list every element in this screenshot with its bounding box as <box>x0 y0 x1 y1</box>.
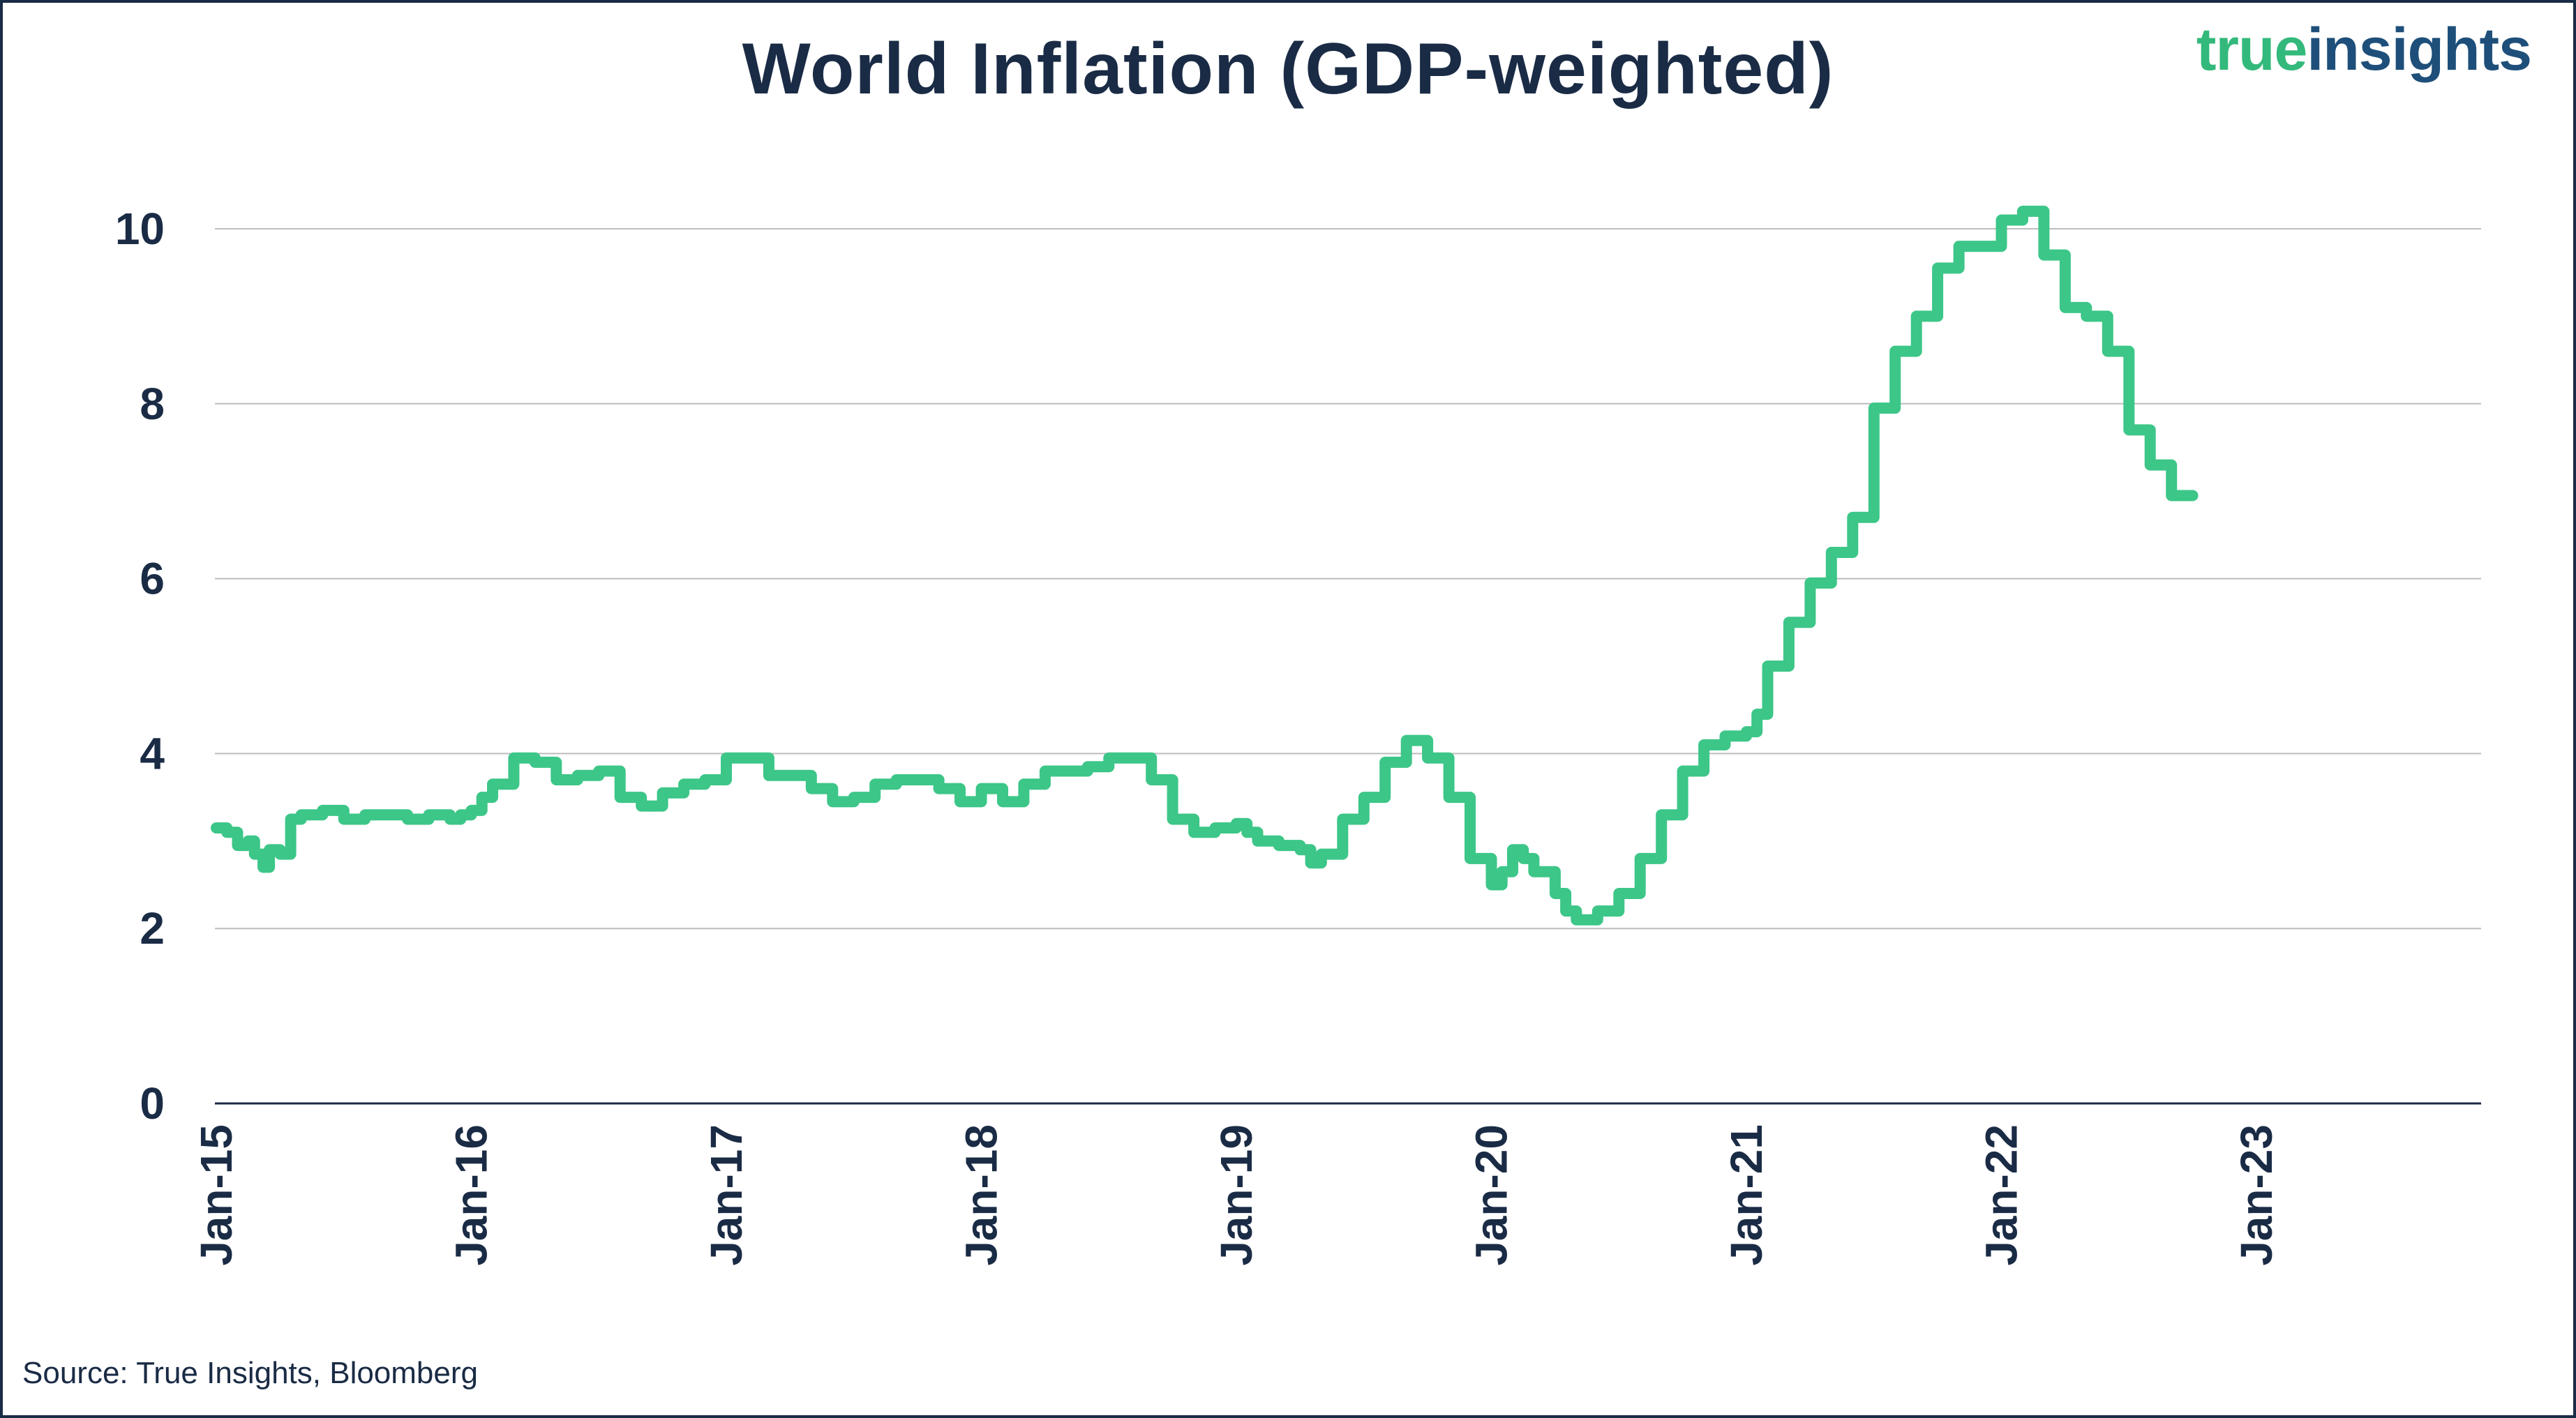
y-tick-label: 0 <box>140 1078 165 1129</box>
x-tick-label: Jan-18 <box>957 1124 1007 1266</box>
y-tick-label: 2 <box>140 903 165 953</box>
x-tick-label: Jan-16 <box>447 1124 497 1266</box>
series-line-1 <box>211 205 2199 926</box>
y-tick-label: 8 <box>140 379 165 429</box>
x-tick-label: Jan-22 <box>1977 1124 2027 1266</box>
x-axis-tick-labels: Jan-15 Jan-16 Jan-17 Jan-18 Jan-19 Jan-20 Jan-… <box>191 1124 2282 1266</box>
x-tick-label: Jan-19 <box>1211 1124 1261 1266</box>
y-tick-label: 6 <box>140 554 165 604</box>
logo-word-true: true <box>2196 16 2307 83</box>
series-layer <box>211 205 2199 926</box>
x-tick-label: Jan-15 <box>191 1124 241 1266</box>
x-tick-label: Jan-23 <box>2231 1124 2282 1266</box>
chart-title: World Inflation (GDP-weighted) <box>742 29 1834 110</box>
logo-word-insights: insights <box>2307 16 2532 83</box>
brand-logo[interactable]: trueinsights <box>2196 15 2532 84</box>
y-tick-label: 4 <box>140 728 165 778</box>
y-tick-label: 10 <box>115 204 165 254</box>
gridlines <box>215 228 2481 930</box>
source-note: Source: True Insights, Bloomberg <box>22 1356 478 1390</box>
y-axis-tick-labels: 0 2 4 6 8 10 <box>115 204 165 1129</box>
x-tick-label: Jan-17 <box>701 1124 751 1266</box>
x-tick-label: Jan-20 <box>1467 1124 1517 1266</box>
x-tick-label: Jan-21 <box>1721 1124 1772 1266</box>
